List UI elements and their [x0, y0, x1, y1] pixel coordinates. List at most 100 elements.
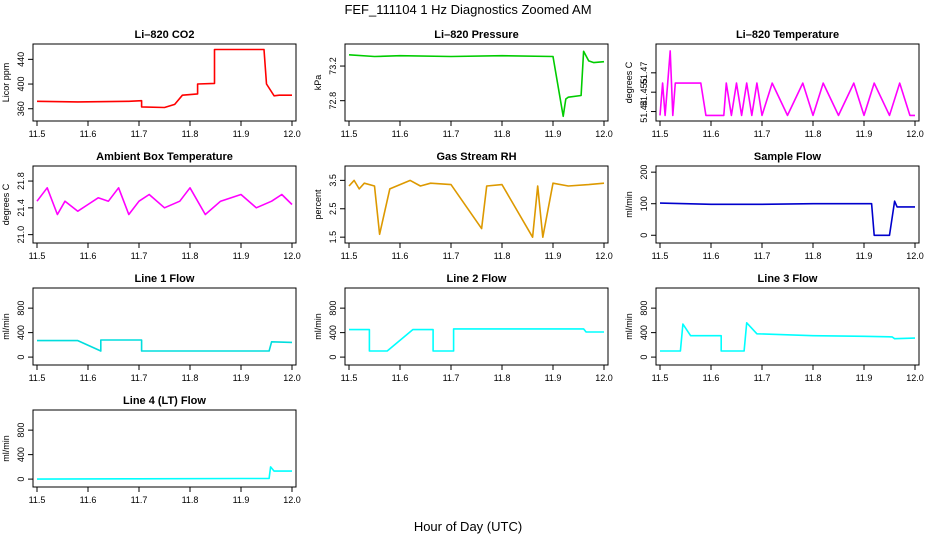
panel-line3: Line 3 Flow ml/min 11.5 11.6 11.7 11.8 11.9 12.…: [624, 273, 924, 383]
series-line-li_temp: [659, 50, 915, 117]
y-tick-label: 72.8: [328, 92, 338, 110]
y-tick-label: 400: [16, 77, 26, 92]
series-line-ambient: [36, 187, 293, 216]
x-tick-label: 12.0: [595, 251, 613, 261]
series-line-line4: [36, 466, 292, 480]
y-tick-label: 1.5: [328, 231, 338, 244]
plot-frame: [344, 165, 609, 244]
y-axis-label: ml/min: [624, 313, 634, 340]
panel-line2: Line 2 Flow ml/min 11.5 11.6 11.7 11.8 11.9 12.…: [313, 273, 613, 383]
y-axis-label: percent: [313, 189, 323, 220]
y-tick-label: 400: [328, 325, 338, 340]
x-tick-label: 12.0: [283, 495, 301, 505]
x-tick-label: 11.5: [29, 129, 46, 139]
y-tick-label: 800: [639, 301, 649, 316]
chart-panels: Li–820 CO2 Licor ppm 11.5 11.6 11.7 11.8 11.9 1…: [1, 29, 924, 505]
x-tick-label: 11.9: [545, 251, 562, 261]
x-tick-label: 11.9: [233, 495, 250, 505]
x-tick-label: 11.9: [545, 129, 562, 139]
plot-frame: [32, 165, 297, 244]
y-tick-label: 360: [16, 101, 26, 116]
plot-frame: [655, 165, 920, 244]
panel-title: Line 1 Flow: [135, 273, 195, 285]
y-tick-label: 800: [16, 301, 26, 316]
y-tick-label: 400: [639, 325, 649, 340]
panel-li_temp: Li–820 Temperature degrees C 11.5 11.6 11.7 1…: [624, 29, 924, 139]
y-axis-label: degrees C: [624, 61, 634, 103]
x-tick-label: 11.5: [652, 129, 669, 139]
x-tick-label: 11.7: [131, 129, 148, 139]
panel-pressure: Li–820 Pressure kPa 11.5 11.6 11.7 11.8 11.9 12…: [313, 29, 613, 139]
series-line-line2: [349, 328, 604, 352]
y-tick-label: 400: [16, 447, 26, 462]
x-tick-label: 11.5: [341, 373, 358, 383]
x-tick-label: 11.6: [80, 129, 97, 139]
panel-co2: Li–820 CO2 Licor ppm 11.5 11.6 11.7 11.8 11.9 1…: [1, 29, 301, 139]
x-tick-label: 11.5: [652, 373, 669, 383]
plot-frame: [32, 409, 297, 488]
x-tick-label: 11.7: [443, 373, 460, 383]
series-line-line3: [660, 321, 916, 352]
figure-title: FEF_111104 1 Hz Diagnostics Zoomed AM: [344, 2, 591, 17]
x-tick-label: 11.9: [856, 129, 873, 139]
y-axis-label: ml/min: [624, 191, 634, 218]
panel-title: Line 3 Flow: [758, 273, 818, 285]
x-tick-label: 11.8: [805, 373, 822, 383]
y-axis-label: degrees C: [1, 183, 11, 225]
y-tick-label: 21.4: [16, 199, 26, 217]
x-tick-label: 12.0: [906, 129, 924, 139]
series-line-rh: [348, 179, 605, 238]
x-tick-label: 11.8: [494, 373, 511, 383]
x-tick-label: 11.9: [233, 373, 250, 383]
plot-frame: [32, 287, 297, 366]
x-tick-label: 11.6: [703, 373, 720, 383]
panel-rh: Gas Stream RH percent 11.5 11.6 11.7 11.8 11.9…: [313, 151, 613, 261]
x-tick-label: 11.5: [341, 251, 358, 261]
y-axis-label: ml/min: [1, 313, 11, 340]
x-tick-label: 11.6: [703, 251, 720, 261]
x-tick-label: 11.8: [805, 251, 822, 261]
x-tick-label: 11.5: [652, 251, 669, 261]
x-tick-label: 11.5: [341, 129, 358, 139]
y-tick-label: 51.47: [639, 62, 649, 85]
y-tick-label: 51.44: [639, 100, 649, 123]
panel-title: Sample Flow: [754, 151, 822, 163]
x-tick-label: 11.7: [754, 251, 771, 261]
y-tick-label: 200: [639, 165, 649, 180]
x-tick-label: 11.7: [443, 251, 460, 261]
y-tick-label: 2.5: [328, 203, 338, 216]
panel-line4: Line 4 (LT) Flow ml/min 11.5 11.6 11.7 11.8 11…: [1, 395, 301, 505]
y-tick-label: 100: [639, 196, 649, 211]
y-tick-label: 3.5: [328, 174, 338, 187]
y-tick-label: 440: [16, 52, 26, 67]
figure-x-axis-label: Hour of Day (UTC): [414, 519, 522, 534]
panel-line1: Line 1 Flow ml/min 11.5 11.6 11.7 11.8 11.9 12.…: [1, 273, 301, 383]
plot-frame: [655, 287, 920, 366]
x-tick-label: 11.8: [182, 129, 199, 139]
series-line-pressure: [348, 50, 605, 118]
y-tick-label: 0: [16, 477, 26, 482]
y-tick-label: 51.455: [639, 78, 649, 106]
panel-sample_flow: Sample Flow ml/min 11.5 11.6 11.7 11.8 11.9 12.…: [624, 151, 924, 261]
x-tick-label: 11.6: [392, 373, 409, 383]
series-line-line1: [37, 339, 293, 352]
x-tick-label: 11.7: [131, 373, 148, 383]
panel-title: Gas Stream RH: [436, 151, 516, 163]
x-tick-label: 11.8: [182, 251, 199, 261]
y-tick-label: 21.8: [16, 172, 26, 190]
plot-frame: [32, 43, 297, 122]
x-tick-label: 12.0: [595, 129, 613, 139]
y-tick-label: 0: [639, 233, 649, 238]
plot-frame: [655, 43, 920, 122]
x-tick-label: 11.7: [131, 495, 148, 505]
y-axis-label: ml/min: [1, 435, 11, 462]
x-tick-label: 11.7: [754, 129, 771, 139]
panel-title: Li–820 Temperature: [736, 29, 839, 41]
y-tick-label: 21.0: [16, 226, 26, 244]
x-tick-label: 11.7: [754, 373, 771, 383]
x-tick-label: 11.8: [805, 129, 822, 139]
y-tick-label: 800: [328, 301, 338, 316]
y-axis-label: ml/min: [313, 313, 323, 340]
x-tick-label: 11.9: [233, 251, 250, 261]
y-tick-label: 800: [16, 423, 26, 438]
